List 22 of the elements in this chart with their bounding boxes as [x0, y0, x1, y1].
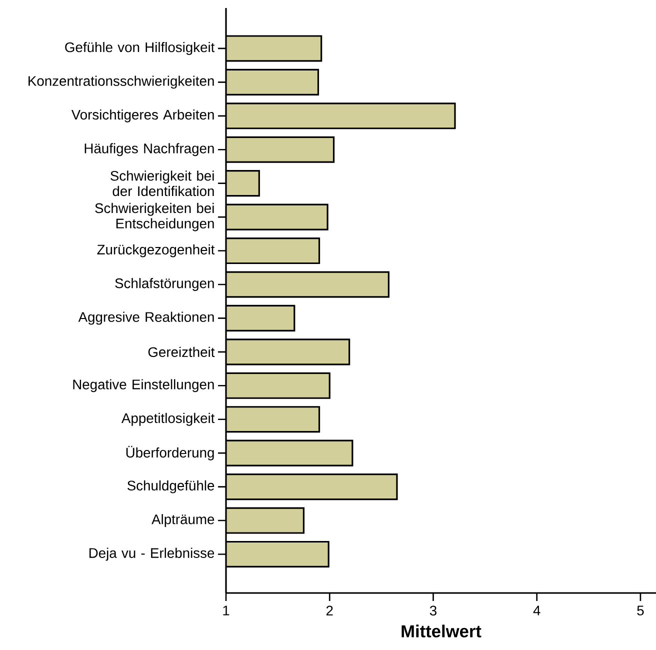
- x-tick-label: 3: [430, 606, 436, 616]
- y-tick-label: Gefühle von Hilflosigkeit: [65, 42, 215, 55]
- y-tick-label: Konzentrationsschwierigkeiten: [28, 76, 214, 89]
- y-tick-label: Schwierigkeit bei der Identifikation: [110, 170, 214, 196]
- x-tick-label: 4: [533, 606, 540, 616]
- x-tick-label: 2: [326, 606, 333, 616]
- y-tick-label: Negative Einstellungen: [73, 379, 214, 392]
- x-tick-label: 1: [223, 606, 230, 616]
- y-tick-label: Vorsichtigeres Arbeiten: [71, 109, 214, 122]
- y-tick-label: Überforderung: [126, 446, 214, 460]
- y-tick-label: Aggresive Reaktionen: [78, 312, 214, 325]
- y-tick-label: Schwierigkeiten bei Entscheidungen: [95, 202, 214, 232]
- y-tick-label: Schlafstörungen: [115, 278, 214, 291]
- y-tick-label: Zurückgezogenheit: [97, 244, 215, 258]
- x-tick-label: 5: [637, 606, 644, 616]
- y-tick-label: Appetitlosigkeit: [121, 412, 215, 426]
- y-tick-label: Gereiztheit: [148, 346, 215, 358]
- x-axis-title: Mittelwert: [402, 624, 482, 638]
- y-tick-label: Deja vu - Erlebnisse: [89, 548, 214, 561]
- y-tick-label: Schuldgefühle: [127, 480, 214, 494]
- y-tick-label: Häufiges Nachfragen: [84, 143, 214, 156]
- y-tick-label: Alpträume: [152, 514, 214, 527]
